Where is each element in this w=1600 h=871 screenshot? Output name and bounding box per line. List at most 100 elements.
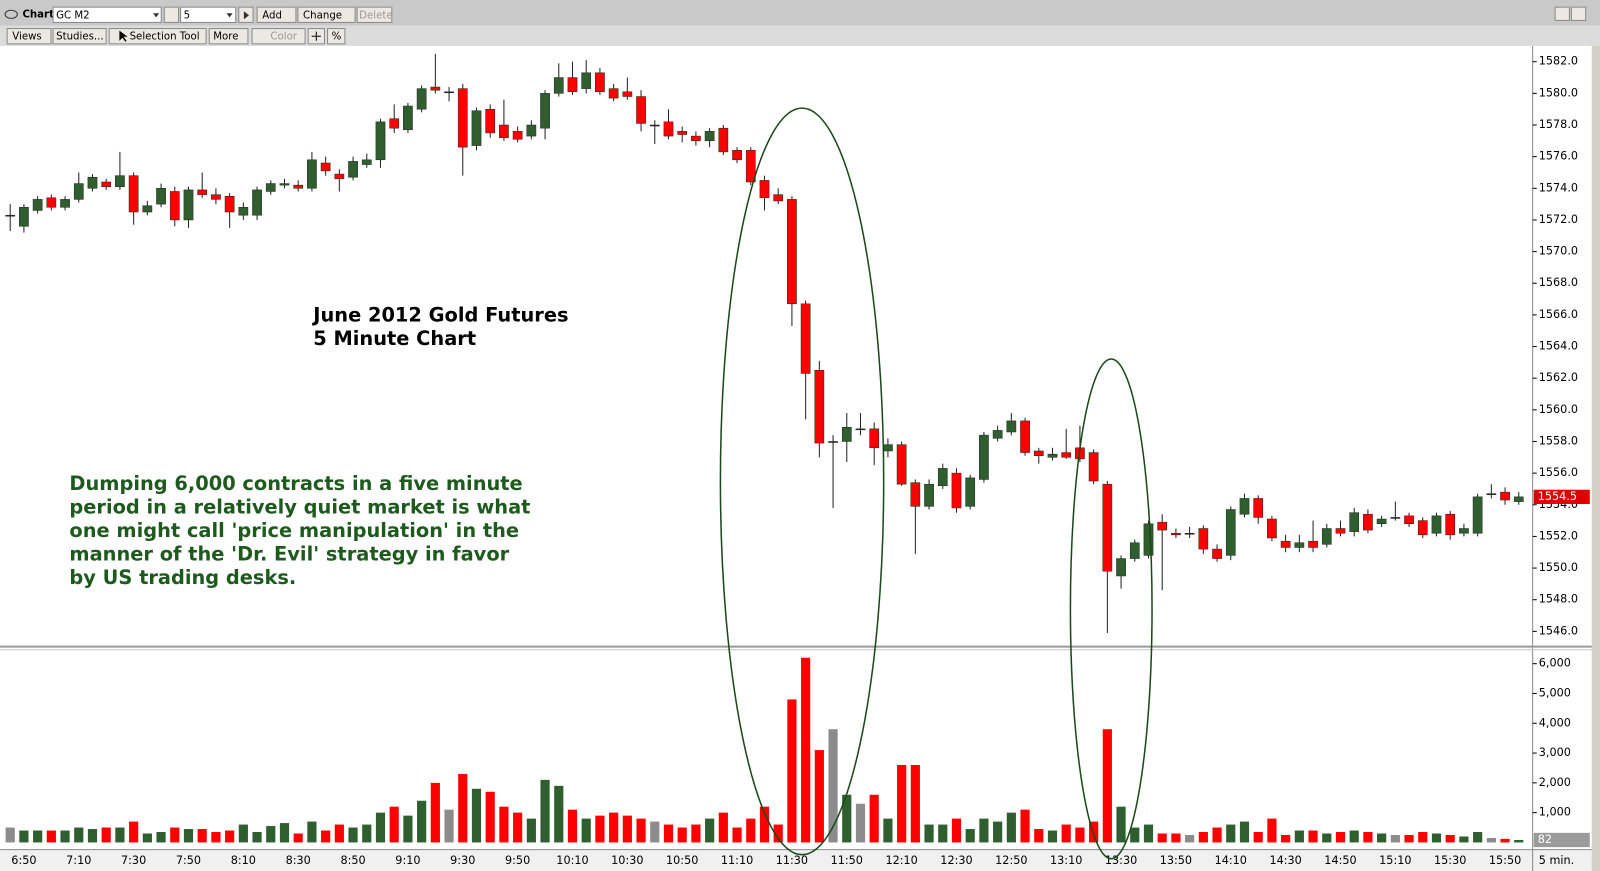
studies-button[interactable] [52, 28, 107, 45]
candle-body [1239, 498, 1250, 515]
volume-bar [142, 833, 152, 843]
volume-bar [389, 806, 399, 843]
y-tick-label: 1564.0 [1539, 340, 1578, 353]
y-tick-label: 1570.0 [1539, 245, 1578, 258]
candle-body [896, 444, 907, 485]
change-label[interactable]: Change [303, 10, 342, 21]
annotation: by US trading desks. [69, 566, 296, 589]
x-tick-label: 9:10 [395, 854, 420, 867]
symbol-input[interactable] [52, 6, 162, 23]
volume-bar [1253, 832, 1263, 843]
zoom-icon[interactable] [163, 6, 180, 23]
highlight-ellipse [1069, 358, 1153, 860]
volume-bar [225, 830, 235, 843]
x-tick-label: 7:10 [66, 854, 91, 867]
menu-button[interactable] [1570, 6, 1587, 21]
marks: 1546.01548.01550.01552.01554.01556.01558… [5, 53, 1590, 867]
delete-button[interactable] [356, 6, 393, 23]
y-tick-label: 1562.0 [1539, 371, 1578, 384]
candle-body [115, 175, 125, 187]
volume-bar [471, 788, 482, 843]
x-tick-label: 11:50 [831, 854, 863, 867]
candle-body [1129, 542, 1140, 559]
candle-body [1472, 496, 1483, 534]
volume-bar [444, 809, 454, 843]
candle-body [1033, 450, 1044, 456]
candle-body [622, 91, 633, 97]
more-label[interactable]: More [213, 32, 238, 43]
volume-bar [375, 812, 386, 843]
more-button[interactable] [208, 28, 249, 45]
views-button[interactable] [6, 28, 52, 45]
volume-bar [334, 824, 344, 843]
candle-body [800, 303, 811, 374]
volume-bar [183, 829, 194, 843]
percent-label[interactable]: % [332, 32, 342, 43]
x-tick-label: 10:50 [666, 854, 698, 867]
selection-tool-button[interactable] [108, 28, 207, 45]
toolbar: Chart GC M2 5 Add Change Delete Views St… [4, 6, 1587, 45]
volume-bar [1349, 830, 1359, 843]
volume-bar [842, 794, 852, 843]
candle-body [1308, 540, 1318, 548]
volume-bar [1404, 834, 1414, 843]
restore-button[interactable] [1554, 6, 1570, 21]
volume-bar [814, 750, 824, 843]
add-label[interactable]: Add [262, 10, 282, 21]
volume-bar [965, 829, 975, 843]
candle-body [471, 110, 482, 146]
x-tick-label: 9:50 [505, 854, 530, 867]
y-tick-label: 1582.0 [1539, 55, 1578, 68]
candle-body [169, 191, 180, 221]
volume-bar [1377, 833, 1387, 843]
interval[interactable]: 5 [184, 10, 190, 21]
change-button[interactable] [297, 6, 356, 23]
symbol[interactable]: GC M2 [56, 10, 90, 21]
volume-tick-label: 3,000 [1539, 746, 1571, 759]
candle-body [348, 161, 358, 178]
last-price-label: 1554.5 [1538, 490, 1577, 503]
volume-bar [362, 824, 372, 843]
x-tick-label: 13:10 [1050, 854, 1082, 867]
candle-body [224, 195, 235, 213]
candle-body [1294, 542, 1305, 548]
candle-body [1417, 520, 1428, 536]
x-tick-label: 11:10 [721, 854, 753, 867]
last-volume-tag [1533, 832, 1590, 848]
volume-tick-label: 5,000 [1539, 686, 1571, 699]
views-label[interactable]: Views [12, 32, 41, 43]
candle-body [992, 430, 1003, 439]
volume-bar [197, 829, 207, 843]
y-tick-label: 1568.0 [1539, 276, 1578, 289]
candle-body [307, 159, 317, 189]
volume-bar [1006, 812, 1016, 843]
volume-bar [417, 800, 427, 843]
color-label[interactable]: Color [270, 32, 297, 43]
volume-bar [1143, 824, 1154, 843]
plot-area [0, 45, 1533, 850]
chart-subtitle: 5 Minute Chart [313, 327, 476, 350]
volume-bar [1116, 806, 1126, 843]
delete-label[interactable]: Delete [359, 10, 392, 21]
interval-input[interactable] [180, 6, 237, 23]
annotation: one might call 'price manipulation' in t… [69, 519, 519, 542]
x-tick-label: 15:30 [1434, 854, 1466, 867]
chart-title: June 2012 Gold Futures [311, 304, 568, 327]
candle-body [430, 86, 441, 91]
volume-bar [279, 823, 290, 843]
highlight-ellipse [719, 107, 885, 856]
color-button[interactable] [251, 28, 306, 45]
volume-bar [1171, 833, 1181, 843]
studies-label[interactable]: Studies... [56, 32, 104, 43]
volume-bar [1486, 837, 1496, 843]
x-tick-label: 15:10 [1379, 854, 1411, 867]
candle-body [1445, 514, 1456, 536]
percent-button[interactable] [327, 28, 346, 45]
x-tick-label: 13:30 [1105, 854, 1137, 867]
candle-body [1088, 452, 1099, 482]
add-button[interactable] [256, 6, 297, 23]
x-tick-label: 14:50 [1324, 854, 1356, 867]
dropdown-arrow [153, 13, 160, 18]
selection-tool-label[interactable]: Selection Tool [130, 32, 200, 43]
